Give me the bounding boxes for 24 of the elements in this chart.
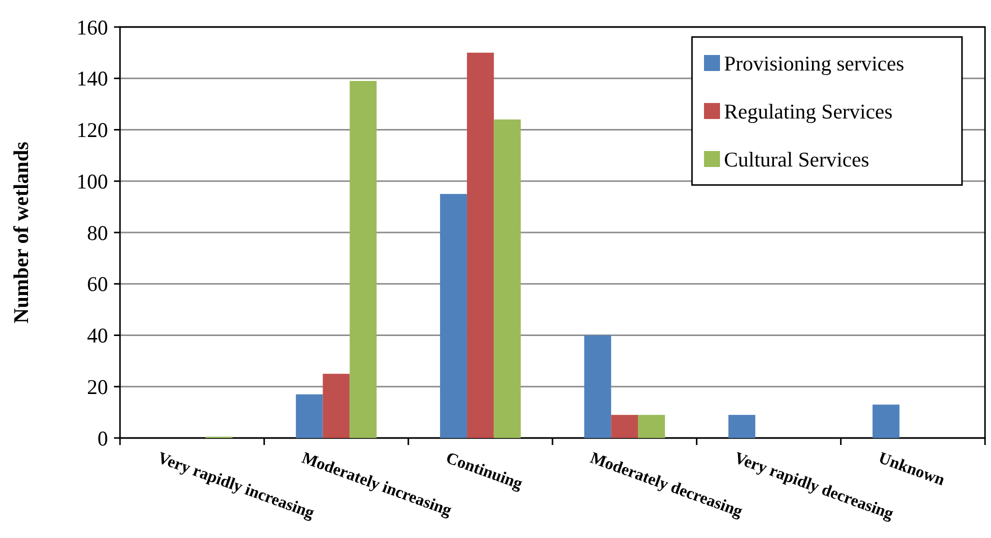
bar: [611, 414, 638, 438]
y-tick-label: 20: [87, 374, 108, 399]
legend-label: Regulating Services: [724, 99, 893, 124]
y-tick-label: 40: [87, 324, 108, 348]
bar: [322, 374, 350, 438]
bar: [872, 404, 900, 438]
y-axis-title: Number of wetlands: [9, 142, 33, 324]
y-tick-label: 100: [76, 169, 108, 194]
bar: [728, 414, 756, 438]
bar: [296, 394, 323, 438]
bar: [584, 335, 612, 438]
y-tick-label: 120: [76, 118, 108, 142]
bar: [440, 194, 467, 438]
legend-label: Cultural Services: [724, 147, 870, 172]
legend-label: Provisioning services: [724, 51, 904, 76]
y-tick-label: 140: [76, 66, 108, 91]
bar: [350, 80, 377, 438]
bar: [494, 119, 521, 438]
bar: [638, 414, 665, 438]
y-tick-label: 0: [98, 426, 108, 450]
y-tick-label: 60: [87, 272, 108, 296]
bar: [466, 52, 494, 438]
y-tick-label: 80: [87, 220, 108, 245]
y-tick-label: 160: [76, 15, 108, 40]
